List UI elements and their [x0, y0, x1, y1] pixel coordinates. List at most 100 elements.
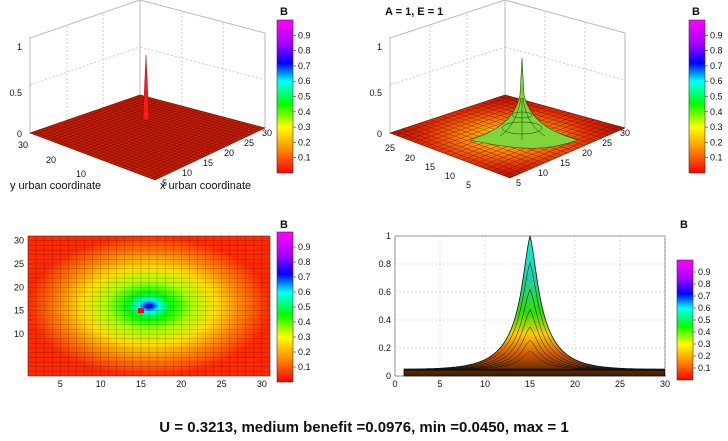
y-tick-label: 15 [425, 162, 435, 172]
colorbar-tick-label: 0.1 [710, 153, 723, 163]
colorbar-tick-label: 0.1 [298, 362, 311, 372]
colorbar-ticks: 0.1 0.2 0.3 0.4 0.5 0.6 0.7 0.8 0.9 [693, 267, 711, 373]
colorbar-tick-label: 0.6 [698, 303, 711, 313]
z-tick-label: 0 [377, 129, 382, 139]
colorbar-title: B [692, 6, 700, 18]
colorbar-tick-label: 0.1 [298, 153, 311, 163]
colorbar-tick-label: 0.8 [698, 279, 711, 289]
colorbar-title: B [680, 219, 688, 231]
x-tick-label: 20 [176, 379, 186, 389]
x-tick-label: 20 [570, 379, 580, 389]
y-tick-label: 10 [76, 169, 86, 179]
x-ticks: 5 10 15 20 25 30 [58, 379, 267, 389]
x-tick-label: 10 [538, 168, 548, 178]
x-axis-label: x urban coordinate [160, 180, 251, 192]
y-tick-label: 0.8 [378, 259, 391, 269]
y-tick-label: 20 [46, 155, 56, 165]
panel-side-view: 0 5 10 15 20 25 30 00.20.40.60.81 B 0.10.20.30… [378, 219, 710, 389]
x-tick-label: 15 [203, 158, 213, 168]
x-tick-label: 10 [480, 379, 490, 389]
x-tick-label: 30 [257, 379, 267, 389]
y-tick-label: 0.4 [378, 315, 391, 325]
y-tick-label: 5 [466, 180, 471, 190]
colorbar-tick-label: 0.9 [298, 30, 311, 40]
surface-peak [142, 54, 150, 121]
heatmap-center-cell [137, 308, 144, 314]
x-tick-label: 5 [162, 178, 167, 188]
panel-surface-single-peak: 1 0.5 0 30 20 10 5 10 15 20 25 30 y urba… [9, 0, 311, 192]
colorbar-tick-label: 0.9 [698, 267, 711, 277]
colorbar-ticks: 0.1 0.2 0.3 0.4 0.5 0.6 0.7 0.8 0.9 [705, 30, 723, 163]
colorbar-tick-label: 0.7 [298, 61, 311, 71]
profile-contours [403, 261, 665, 371]
x-tick-label: 30 [620, 128, 630, 138]
z-tick-label: 0.5 [9, 88, 22, 98]
y-tick-label: 25 [14, 259, 24, 269]
colorbar-tick-label: 0.4 [298, 317, 311, 327]
colorbar-tick-label: 0.8 [298, 257, 311, 267]
z-tick-label: 0.5 [369, 88, 382, 98]
y-tick-label: 0.6 [378, 287, 391, 297]
colorbar-tick-label: 0.3 [710, 122, 723, 132]
colorbar-tick-label: 0.1 [698, 363, 711, 373]
colorbar-tick-label: 0.3 [298, 122, 311, 132]
z-tick-label: 1 [377, 42, 382, 52]
x-tick-label: 25 [615, 379, 625, 389]
panel-heatmap: 5 10 15 20 25 30 10 15 20 25 30 B 0.1 0.2 0.3 0.4 0.5… [14, 219, 311, 389]
colorbar-tick-label: 0.8 [298, 46, 311, 56]
y-tick-label: 20 [14, 282, 24, 292]
x-tick-label: 10 [182, 168, 192, 178]
x-tick-label: 5 [516, 178, 521, 188]
y-tick-label: 10 [14, 329, 24, 339]
y-axis-label: y urban coordinate [10, 180, 101, 192]
colorbar-tick-label: 0.5 [298, 92, 311, 102]
x-ticks: 0 5 10 15 20 25 30 [392, 379, 670, 389]
x-tick-label: 5 [58, 379, 63, 389]
summary-text: U = 0.3213, medium benefit =0.0976, min … [159, 419, 568, 436]
x-tick-label: 25 [244, 138, 254, 148]
x-tick-label: 10 [96, 379, 106, 389]
x-tick-label: 30 [660, 379, 670, 389]
colorbar [676, 259, 694, 381]
colorbar-tick-label: 0.2 [710, 137, 723, 147]
x-tick-label: 15 [560, 158, 570, 168]
y-tick-label: 15 [14, 306, 24, 316]
y-tick-label: 20 [405, 153, 415, 163]
colorbar-tick-label: 0.7 [698, 291, 711, 301]
colorbar-tick-label: 0.6 [710, 76, 723, 86]
x-tick-label: 20 [582, 148, 592, 158]
colorbar-tick-label: 0.3 [698, 339, 711, 349]
colorbar-tick-label: 0.5 [710, 92, 723, 102]
colorbar-tick-label: 0.8 [710, 46, 723, 56]
x-tick-label: 0 [392, 379, 397, 389]
x-tick-label: 15 [136, 379, 146, 389]
colorbar [276, 231, 294, 383]
y-tick-label: 0 [386, 371, 391, 381]
grid [394, 235, 666, 377]
colorbar-tick-label: 0.7 [710, 61, 723, 71]
panel-surface-spread: A = 1, E = 1 1 0.5 0 25 20 15 10 5 5 10 … [369, 0, 723, 190]
y-tick-label: 30 [14, 236, 24, 246]
x-tick-label: 25 [217, 379, 227, 389]
colorbar-tick-label: 0.5 [698, 315, 711, 325]
floor-grid [33, 95, 262, 179]
y-ticks: 10 15 20 25 30 [14, 236, 24, 339]
heatmap-grid [28, 236, 270, 376]
colorbar-tick-label: 0.4 [298, 107, 311, 117]
colorbar [688, 19, 706, 174]
colorbar-tick-label: 0.2 [298, 137, 311, 147]
x-tick-label: 5 [437, 379, 442, 389]
colorbar-tick-label: 0.6 [298, 287, 311, 297]
colorbar-tick-label: 0.4 [698, 327, 711, 337]
colorbar-tick-label: 0.9 [298, 242, 311, 252]
colorbar-title: B [280, 219, 288, 231]
colorbar-tick-label: 0.4 [710, 107, 723, 117]
x-tick-label: 30 [262, 128, 272, 138]
colorbar-tick-label: 0.9 [710, 30, 723, 40]
x-tick-label: 20 [224, 148, 234, 158]
colorbar-tick-label: 0.6 [298, 76, 311, 86]
colorbar-ticks: 0.1 0.2 0.3 0.4 0.5 0.6 0.7 0.8 0.9 [293, 242, 311, 372]
z-tick-label: 0 [17, 129, 22, 139]
colorbar-ticks: 0.1 0.2 0.3 0.4 0.5 0.6 0.7 0.8 0.9 [293, 30, 311, 163]
